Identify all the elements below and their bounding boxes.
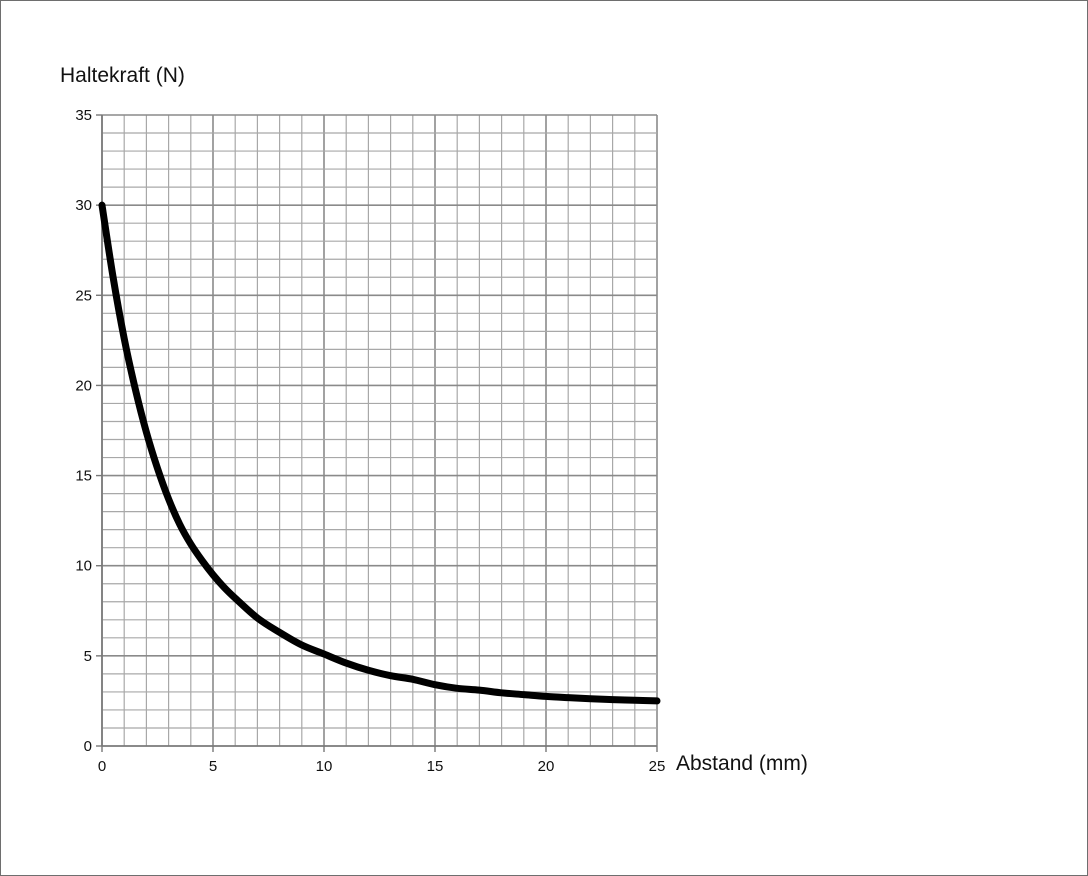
y-tick-label: 35 bbox=[75, 107, 92, 124]
x-tick-label: 10 bbox=[316, 758, 333, 775]
x-tick-label: 20 bbox=[538, 758, 555, 775]
tick-labels: 0 5 10 15 20 25 0 5 10 15 20 25 30 35 bbox=[75, 107, 665, 775]
x-tick-label: 5 bbox=[209, 758, 217, 775]
chart-axes bbox=[101, 115, 657, 747]
y-axis-label: Haltekraft (N) bbox=[60, 64, 185, 87]
x-tick-label: 0 bbox=[98, 758, 106, 775]
series-line-0 bbox=[98, 201, 661, 705]
y-tick-label: 15 bbox=[75, 468, 92, 485]
chart-grid bbox=[101, 114, 658, 747]
y-tick-label: 25 bbox=[75, 287, 92, 304]
data-series bbox=[98, 201, 661, 705]
y-tick-label: 10 bbox=[75, 558, 92, 575]
y-tick-label: 0 bbox=[84, 738, 92, 755]
y-tick-label: 30 bbox=[75, 197, 92, 214]
x-axis-label: Abstand (mm) bbox=[676, 752, 808, 775]
y-tick-label: 20 bbox=[75, 377, 92, 394]
x-tick-label: 15 bbox=[427, 758, 444, 775]
y-tick-label: 5 bbox=[84, 648, 92, 665]
x-tick-label: 25 bbox=[649, 758, 666, 775]
